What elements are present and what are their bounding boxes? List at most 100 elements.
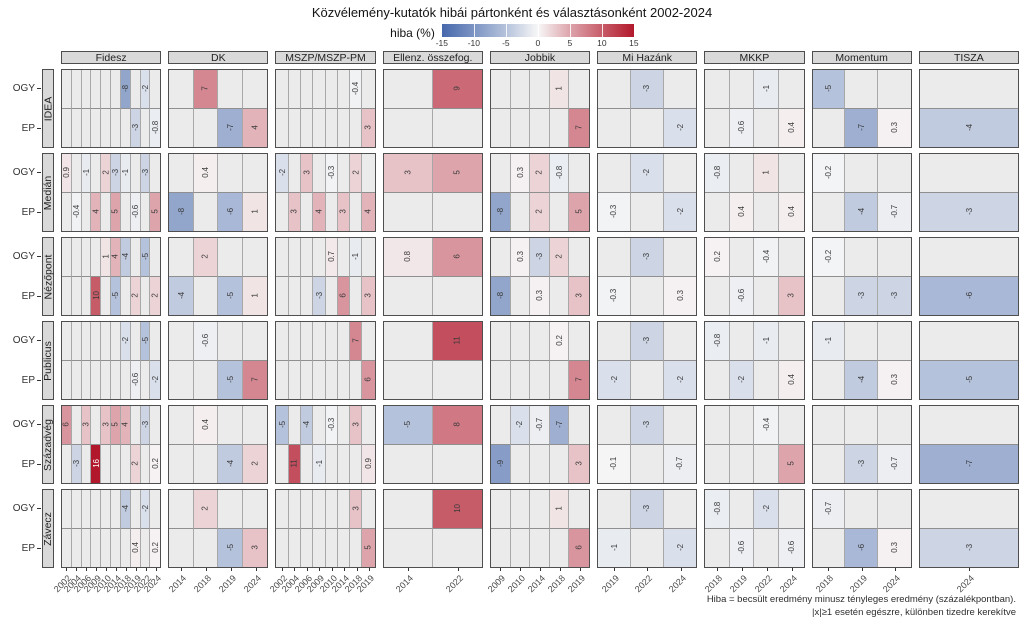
party-panel: -5 -4 -0.3 3 11 -1 0.9 [275,405,376,484]
cell-value: -5 [225,376,235,384]
row-label: EP [6,277,41,317]
row-label: EP [6,445,41,485]
heatmap-cell [242,70,268,109]
heatmap-cell [71,322,82,361]
party-panel: 6 3 3 5 4 -3 -3 16 2 0.2 [61,405,162,484]
x-axis-tick [306,568,308,571]
cell-value: -1 [609,544,619,552]
heatmap-cell: 0.3 [878,360,911,399]
heatmap-cell [193,192,219,231]
heatmap-cell [630,528,664,567]
heatmap-cell: 0.4 [193,406,219,445]
heatmap-cell [705,444,730,483]
heatmap-cell [242,490,268,529]
heatmap-cell [729,154,755,193]
cell-value: 1 [101,254,111,259]
cell-value: -6 [964,292,974,300]
party-panel: 11 [382,321,483,400]
heatmap-cell [111,70,121,109]
heatmap-cell: -0.8 [150,108,161,147]
legend-tick [473,24,475,37]
heatmap-cell: -5 [140,238,151,277]
heatmap-cell [663,322,697,361]
axis-tick [37,424,41,426]
x-axis-tick [136,568,138,571]
cell-value: 6 [452,254,462,259]
party-panel: -3 -0.7 [811,405,912,484]
heatmap-cell [313,322,326,361]
heatmap-cell: 3 [350,406,363,445]
heatmap-cell [432,528,482,567]
heatmap-cell [432,444,482,483]
heatmap-cell: 1 [242,276,268,315]
heatmap-cell [337,322,351,361]
heatmap-cell [71,108,82,147]
heatmap-cell [300,276,314,315]
heatmap-cell [193,444,219,483]
heatmap-cell [510,276,531,315]
heatmap-cell: -3 [313,276,326,315]
axis-tick [37,127,41,129]
heatmap-cell: -1 [120,154,131,193]
cell-value: -8 [120,85,130,93]
heatmap-cell: 1 [101,238,112,277]
cell-value: -0.3 [326,166,336,180]
heatmap-cell: 3 [81,406,92,445]
cell-value: 10 [91,291,101,301]
heatmap-cell: 3 [101,406,112,445]
party-panel: -3 -1 -2 [597,489,698,568]
cell-value: -3 [856,460,866,468]
band-gutter: OGY EP Závecz [6,489,54,568]
party-panel: -5 8 [382,405,483,484]
cell-value: -3 [642,505,652,513]
heatmap-cell: 5 [569,192,590,231]
heatmap-cell: 7 [569,108,590,147]
party-panel: 0.2 -0.4 -0.6 3 [704,237,805,316]
cell-value: -0.7 [675,457,685,471]
heatmap-cell [350,276,363,315]
heatmap-cell: -6 [919,276,1018,315]
heatmap-cell [337,528,351,567]
party-panel: -2 3 -0.3 2 3 4 3 4 [275,153,376,232]
pollster-label: Századvég [42,418,55,471]
heatmap-cell [778,154,804,193]
band-gutter: OGY EP Publicus [6,321,54,400]
heatmap-cell [140,444,151,483]
x-axis-tick [716,568,718,571]
party-panel: -5 [918,321,1019,400]
party-header: TISZA [918,51,1019,64]
heatmap-cell: 2 [242,444,268,483]
heatmap-cell: -5 [218,276,243,315]
heatmap-cell [120,360,131,399]
heatmap-cell: -4 [845,192,878,231]
cell-value: 0.2 [554,335,564,347]
cell-value: 7 [201,86,211,91]
heatmap-cell [169,444,194,483]
heatmap-cell [169,70,194,109]
heatmap-cell [242,238,268,277]
row-label: EP [6,109,41,149]
heatmap-cell [325,192,338,231]
heatmap-cell [878,490,911,529]
color-legend: hiba (%) -15 -10 -5 0 5 10 15 [0,22,1024,48]
cell-value: -1 [314,460,324,468]
heatmap-cell [383,108,433,147]
heatmap-cell [101,192,112,231]
cell-value: 1 [554,506,564,511]
heatmap-cell [919,322,1018,361]
x-axis-tick [369,568,371,571]
heatmap-cell: -3 [630,406,664,445]
heatmap-cell: 0.4 [729,192,755,231]
cell-value: 4 [250,125,260,130]
cell-value: -0.3 [326,418,336,432]
pollster-label: Závecz [42,511,54,546]
cell-value: 1 [761,170,771,175]
cell-value: 7 [574,125,584,130]
cell-value: 4 [111,254,120,259]
heatmap-cell [598,154,631,193]
heatmap-cell [754,192,779,231]
x-axis-label: 2014 [393,573,415,595]
cell-value: 3 [289,209,299,214]
x-axis-tick [344,568,346,571]
heatmap-cell [300,444,314,483]
